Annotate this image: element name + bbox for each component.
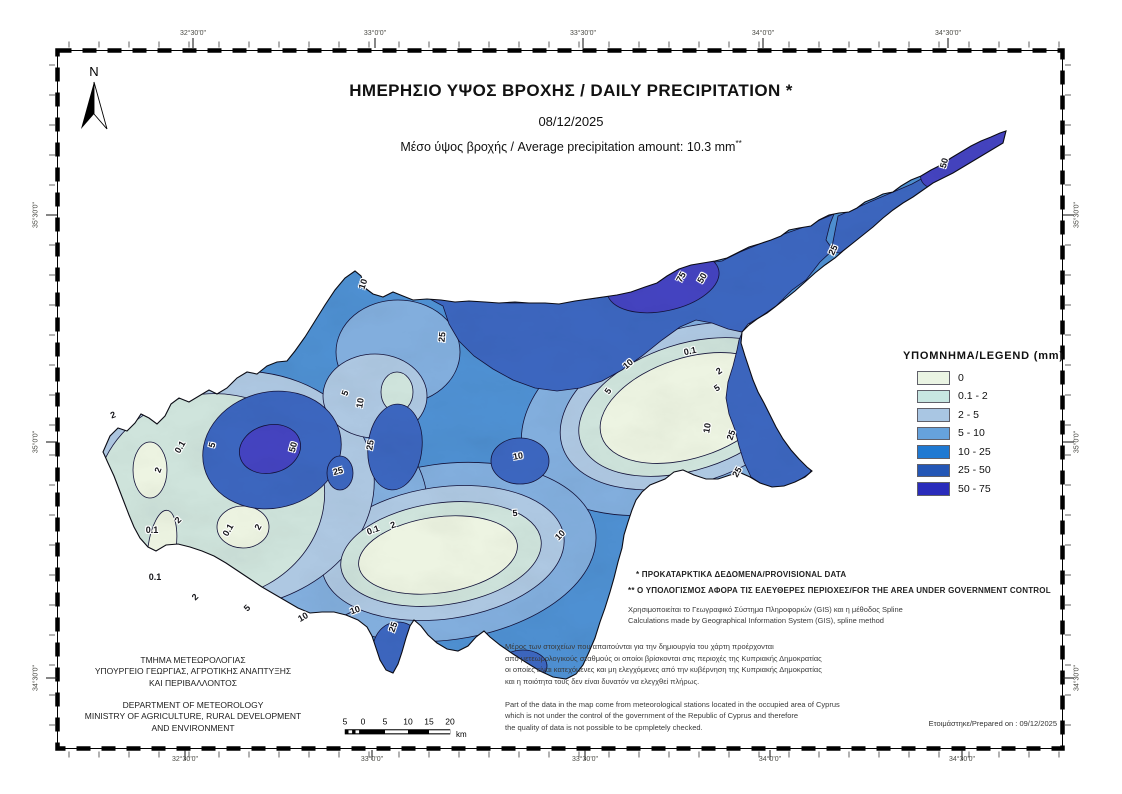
prepared-on: Ετοιμάστηκε/Prepared on : 09/12/2025 [928, 719, 1057, 728]
legend-item: 0.1 - 2 [903, 389, 1073, 403]
legend-label: 2 - 5 [958, 408, 980, 421]
legend: ΥΠΟΜΝΗΜΑ/LEGEND (mm) 0 0.1 - 2 2 - 5 5 - 10… [903, 350, 1073, 496]
subtitle-text: Μέσο ύψος βροχής / Average precipitation… [400, 140, 736, 155]
legend-rows: 0 0.1 - 2 2 - 5 5 - 10 10 - 25 25 - 50 50 - 75 [903, 371, 1073, 496]
agency-english: DEPARTMENT OF METEOROLOGY MINISTRY OF AG… [84, 700, 302, 733]
coordinate-label: 35°30'0" [1073, 201, 1081, 229]
scale-number: 20 [445, 717, 455, 727]
legend-item: 50 - 75 [903, 482, 1073, 496]
footnote-government-control: ** Ο ΥΠΟΛΟΓΙΣΜΟΣ ΑΦΟΡΑ ΤΙΣ ΕΛΕΥΘΕΡΕΣ ΠΕΡ… [628, 586, 1051, 595]
legend-swatch [917, 445, 950, 459]
legend-item: 2 - 5 [903, 408, 1073, 422]
coordinate-label: 34°30'0" [948, 756, 976, 763]
agency-greek: ΤΜΗΜΑ ΜΕΤΕΩΡΟΛΟΓΙΑΣ ΥΠΟΥΡΓΕΙΟ ΓΕΩΡΓΙΑΣ, … [94, 655, 292, 688]
contour-label: 10 [512, 450, 524, 462]
coordinate-label: 35°0'0" [32, 430, 40, 454]
scale-number: 5 [343, 717, 348, 727]
coordinate-label: 34°30'0" [32, 664, 40, 692]
legend-swatch [917, 463, 950, 477]
coordinate-label: 32°30'0" [179, 30, 207, 37]
coordinate-label: 35°30'0" [32, 201, 40, 229]
coordinate-label: 33°0'0" [360, 756, 384, 763]
disclaimer-greek: Μέρος των στοιχείων που απαιτούνται για … [505, 642, 822, 686]
coordinate-label: 34°30'0" [934, 30, 962, 37]
footnote-provisional: * ΠΡΟΚΑΤΑΡΚΤΙΚΑ ΔΕΔΟΜΕΝΑ/PROVISIONAL DAT… [636, 570, 847, 579]
gis-method-note: Χρησιμοποιείται το Γεωγραφικό Σύστημα Πλ… [628, 605, 903, 626]
coordinate-label: 34°0'0" [758, 756, 782, 763]
coordinate-label: 34°0'0" [751, 30, 775, 37]
coordinate-label: 34°30'0" [1073, 664, 1081, 692]
legend-label: 25 - 50 [958, 464, 991, 477]
svg-text:N: N [89, 64, 98, 79]
graticule-ticks [46, 38, 1074, 760]
contour-label: 5 [512, 507, 518, 519]
legend-item: 5 - 10 [903, 426, 1073, 440]
scale-number: 10 [403, 717, 413, 727]
coordinate-label: 33°30'0" [569, 30, 597, 37]
legend-item: 10 - 25 [903, 445, 1073, 459]
scale-number: 5 [383, 717, 388, 727]
coordinate-label: 33°0'0" [363, 30, 387, 37]
legend-label: 50 - 75 [958, 482, 991, 495]
coordinate-label: 35°0'0" [1073, 430, 1081, 454]
svg-text:km: km [456, 730, 467, 739]
legend-swatch [917, 482, 950, 496]
title-asterisk: * [780, 81, 793, 100]
legend-item: 0 [903, 371, 1073, 385]
scale-number: 15 [424, 717, 434, 727]
contour-label: 25 [436, 331, 448, 343]
subtitle: Μέσο ύψος βροχής / Average precipitation… [20, 139, 1122, 154]
coordinate-label: 33°30'0" [571, 756, 599, 763]
legend-swatch [917, 389, 950, 403]
scale-number: 0 [361, 717, 366, 727]
legend-title: ΥΠΟΜΝΗΜΑ/LEGEND (mm) [903, 350, 1064, 362]
contour-label: 25 [364, 439, 376, 451]
contour-label: 0.1 [145, 525, 159, 535]
map-date: 08/12/2025 [538, 114, 604, 129]
map-frame [55, 48, 1065, 751]
legend-swatch [917, 408, 950, 422]
subtitle-asterisk: ** [735, 139, 742, 148]
legend-label: 10 - 25 [958, 445, 991, 458]
north-arrow-icon: N [81, 64, 108, 130]
coordinate-label: 32°30'0" [171, 756, 199, 763]
legend-label: 5 - 10 [958, 427, 985, 440]
title-text: ΗΜΕΡΗΣΙΟ ΥΨΟΣ ΒΡΟΧΗΣ / DAILY PRECIPITATI… [349, 81, 781, 100]
legend-label: 0.1 - 2 [958, 390, 988, 403]
legend-item: 25 - 50 [903, 463, 1073, 477]
scale-bar: km 5 0 5 10 15 20 [343, 717, 467, 740]
contour-label: 10 [354, 397, 366, 409]
contour-label: 0.1 [148, 572, 162, 582]
page-title: ΗΜΕΡΗΣΙΟ ΥΨΟΣ ΒΡΟΧΗΣ / DAILY PRECIPITATI… [20, 81, 1122, 101]
legend-swatch [917, 426, 950, 440]
contour-label: 10 [701, 422, 713, 434]
legend-label: 0 [958, 371, 964, 384]
legend-swatch [917, 371, 950, 385]
disclaimer-english: Part of the data in the map come from me… [505, 700, 840, 732]
